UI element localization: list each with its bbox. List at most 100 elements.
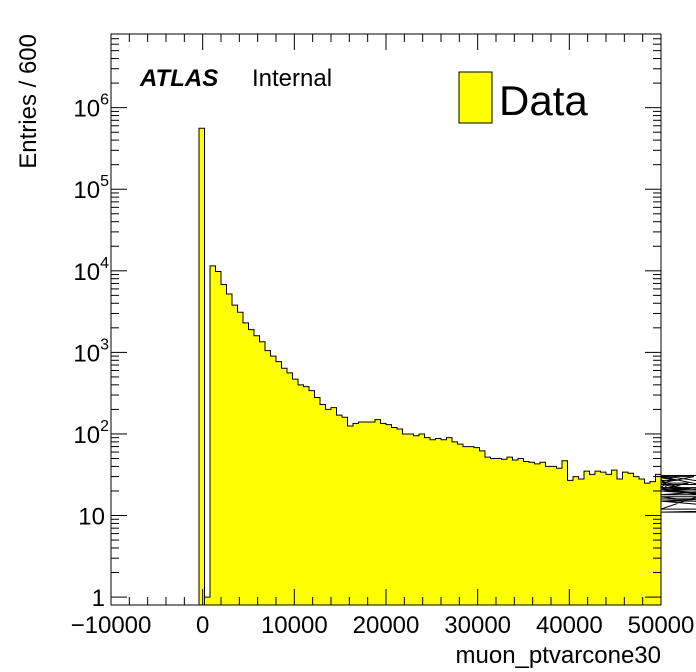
x-tick-label: 20000 (353, 612, 420, 639)
histogram-bar (551, 466, 557, 605)
histogram-bar (573, 476, 579, 605)
y-tick-label: 103 (73, 336, 109, 367)
y-tick-label: 1 (92, 585, 105, 612)
legend: Data (458, 71, 588, 124)
x-tick-label: 0 (196, 612, 209, 639)
histogram-bar (292, 379, 298, 605)
y-tick-label-exponent: 3 (100, 336, 109, 353)
histogram-bar (364, 422, 370, 605)
y-tick-label-base: 10 (73, 422, 100, 449)
histogram-bar (457, 444, 463, 605)
histogram-bar (507, 457, 513, 605)
histogram-bar (298, 384, 304, 605)
histogram-bar (204, 597, 210, 605)
histogram-bar (325, 409, 331, 605)
y-tick-label-exponent: 5 (100, 173, 109, 190)
histogram-bar (276, 361, 282, 605)
histogram-bar (606, 474, 612, 605)
histogram-bar (611, 470, 617, 605)
histogram-bar (650, 481, 656, 605)
histogram-bar (512, 459, 518, 605)
y-axis-label: Entries / 600 (15, 34, 42, 169)
histogram-bar (490, 458, 496, 605)
internal-label: Internal (252, 65, 332, 92)
histogram-bar (248, 329, 254, 605)
histogram-bar (397, 429, 403, 605)
histogram-bar (369, 422, 375, 605)
histogram-bar (589, 474, 595, 605)
histogram-bar (545, 466, 551, 605)
histogram-bar (562, 460, 568, 605)
histogram-bar (452, 441, 458, 605)
y-tick-label-exponent: 2 (100, 418, 109, 435)
histogram-bar (485, 457, 491, 605)
histogram-bar (215, 271, 221, 605)
x-axis-label: muon_ptvarcone30 (456, 642, 661, 669)
histogram-bar (221, 284, 227, 605)
x-tick-label: 40000 (536, 612, 603, 639)
histogram-bar (303, 386, 309, 605)
histogram-bar (237, 312, 243, 605)
histogram-bar (314, 397, 320, 605)
histogram-bars (198, 127, 696, 605)
histogram-bar (474, 447, 480, 605)
histogram-bar (430, 439, 436, 605)
histogram-bar (501, 459, 507, 605)
legend-swatch-data (458, 71, 493, 124)
histogram-bar (342, 417, 348, 605)
histogram-bar (232, 305, 238, 605)
y-tick-label-base: 10 (73, 96, 100, 123)
histogram-bar (600, 472, 606, 605)
y-tick-label-exponent: 6 (100, 92, 109, 109)
histogram-bar (529, 462, 535, 605)
y-tick-label: 10 (78, 504, 105, 531)
histogram-bar (243, 322, 249, 605)
y-tick-label: 102 (73, 418, 109, 449)
histogram-bar (320, 404, 326, 605)
histogram-bar (523, 461, 529, 605)
histogram-bar (353, 423, 359, 605)
histogram-bar (446, 437, 452, 605)
histogram-bar (540, 462, 546, 605)
histogram-bar (424, 437, 430, 605)
histogram-bar (402, 433, 408, 605)
histogram-bar (419, 433, 425, 605)
histogram-bar (210, 265, 216, 605)
histogram-bar (518, 458, 524, 605)
histogram-bar (628, 473, 634, 605)
histogram-bar (556, 468, 562, 605)
histogram-bar (578, 479, 584, 605)
histogram-bar (254, 335, 260, 605)
histogram-bar (441, 439, 447, 605)
histogram-bar (413, 435, 419, 605)
y-tick-label-base: 10 (78, 504, 105, 531)
axis-ticks (110, 33, 662, 605)
histogram-bar (617, 479, 623, 605)
histogram-bar (309, 390, 315, 605)
histogram-bar (358, 422, 364, 605)
histogram-bar (644, 483, 650, 605)
y-tick-label: 104 (73, 255, 109, 286)
histogram-bar (287, 372, 293, 605)
histogram-bar (633, 476, 639, 605)
legend-label-data: Data (499, 77, 588, 124)
histogram-bar (468, 446, 474, 605)
histogram-bar (622, 472, 628, 605)
histogram-bar (435, 438, 441, 605)
histogram-bar (595, 471, 601, 605)
histogram-bar (391, 427, 397, 605)
y-tick-label: 105 (73, 173, 109, 204)
y-tick-label: 106 (73, 92, 109, 123)
histogram-bar (347, 426, 353, 605)
y-tick-label-base: 1 (92, 585, 105, 612)
y-tick-label-exponent: 4 (100, 255, 109, 272)
histogram-bar (567, 480, 573, 605)
histogram-bar (496, 458, 502, 605)
x-tick-label: 50000 (628, 612, 695, 639)
histogram-bar (199, 128, 205, 605)
histogram-bar (281, 368, 287, 605)
histogram-bar (639, 479, 645, 605)
y-tick-label-base: 10 (73, 259, 100, 286)
x-tick-labels: −10000 0 10000 20000 30000 40000 50000 (71, 612, 695, 639)
